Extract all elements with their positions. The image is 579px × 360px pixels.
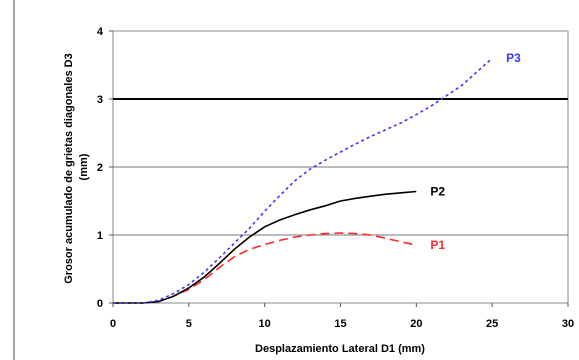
y-axis-label-line-2: (mm) — [78, 153, 90, 180]
x-tick-labels: 0 5 10 15 20 25 30 — [110, 303, 574, 330]
x-tick-label-30: 30 — [562, 318, 574, 330]
y-axis-label-line-1: Grosor acumulado de grietas diagonales D… — [63, 53, 75, 283]
x-tick-label-5: 5 — [186, 318, 192, 330]
series-label-p1: P1 — [430, 238, 445, 252]
y-tick-label-0: 0 — [97, 298, 103, 310]
series-line-p3 — [113, 57, 493, 304]
x-tick-label-15: 15 — [334, 318, 346, 330]
y-tick-label-1: 1 — [97, 230, 103, 242]
series-group — [113, 57, 493, 304]
x-tick-label-20: 20 — [410, 318, 422, 330]
x-axis-label: Desplazamiento Lateral D1 (mm) — [255, 343, 425, 355]
x-tick-label-25: 25 — [486, 318, 498, 330]
x-tick-label-0: 0 — [110, 318, 116, 330]
series-label-p3: P3 — [506, 51, 521, 65]
series-label-p2: P2 — [430, 184, 445, 198]
series-labels: P1 P2 P3 — [430, 51, 521, 252]
y-tick-label-2: 2 — [97, 162, 103, 174]
y-axis-label: Grosor acumulado de grietas diagonales D… — [63, 50, 90, 284]
x-tick-label-10: 10 — [259, 318, 271, 330]
y-tick-label-4: 4 — [97, 26, 104, 38]
series-line-p2 — [113, 190, 417, 304]
y-tick-labels: 0 1 2 3 4 — [97, 26, 113, 310]
y-tick-label-3: 3 — [97, 94, 103, 106]
